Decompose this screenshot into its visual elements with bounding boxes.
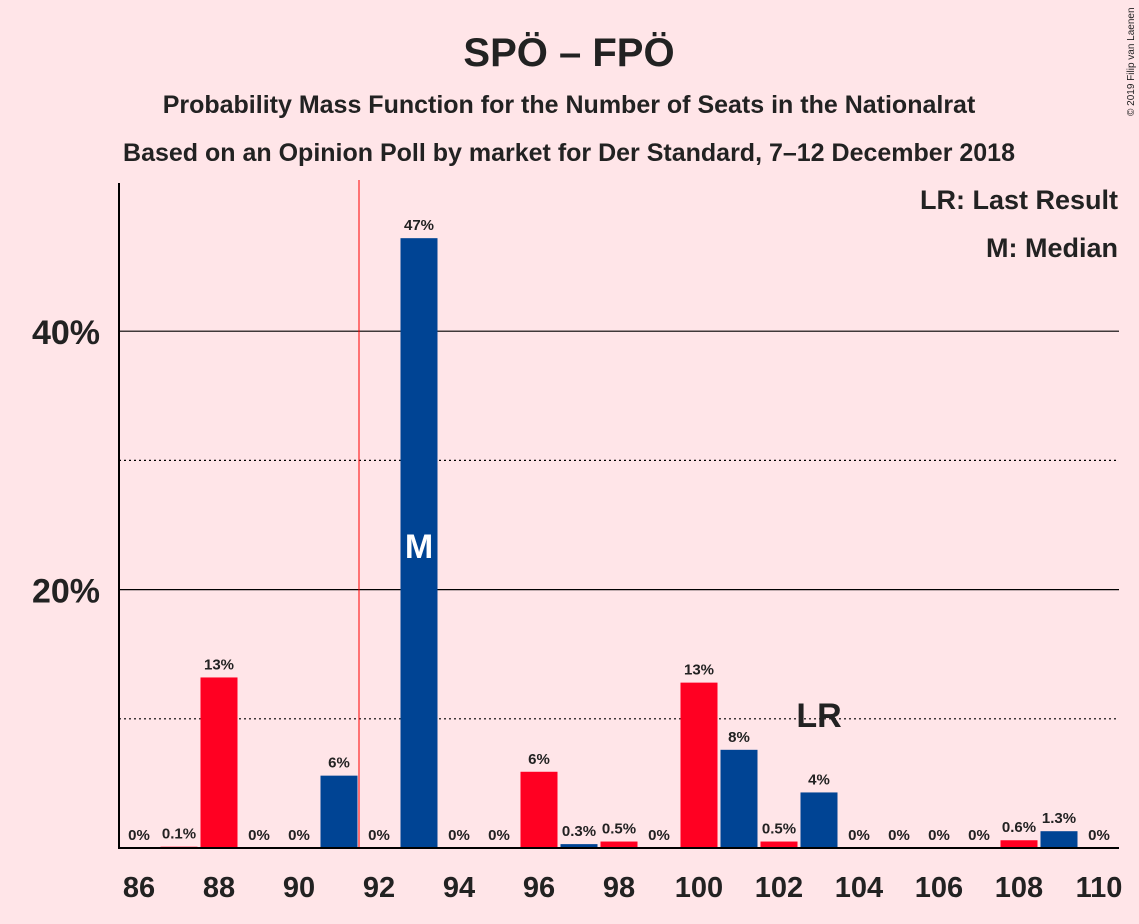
x-tick-label-96: 96	[523, 872, 555, 904]
legend-median: M: Median	[986, 233, 1118, 263]
x-tick-label-104: 104	[835, 872, 883, 904]
bar-label-seat-95: 0%	[488, 827, 510, 844]
bar-seat-97	[560, 844, 598, 848]
bar-seat-102	[760, 841, 798, 848]
x-tick-label-94: 94	[443, 872, 475, 904]
legend-last-result: LR: Last Result	[920, 185, 1118, 215]
bar-label-seat-91: 6%	[328, 755, 350, 772]
bar-label-seat-106: 0%	[928, 827, 950, 844]
bar-label-seat-110: 0%	[1088, 827, 1110, 844]
bar-label-seat-86: 0%	[128, 827, 150, 844]
bar-label-seat-104: 0%	[848, 827, 870, 844]
x-tick-label-110: 110	[1076, 872, 1123, 904]
bar-seat-98	[600, 841, 638, 848]
x-tick-label-108: 108	[995, 872, 1043, 904]
bar-label-seat-102: 0.5%	[762, 821, 796, 838]
chart-subtitle-1: Probability Mass Function for the Number…	[163, 91, 976, 119]
x-tick-label-106: 106	[915, 872, 963, 904]
bar-label-seat-88: 13%	[204, 656, 234, 673]
bar-label-seat-96: 6%	[528, 751, 550, 768]
x-tick-label-98: 98	[603, 872, 635, 904]
last-result-marker: LR	[796, 697, 841, 735]
y-axis-ticks: 20% 40%	[32, 314, 100, 610]
bar-label-seat-103: 4%	[808, 771, 830, 788]
bar-seat-96	[520, 771, 558, 848]
bar-label-seat-100: 13%	[684, 662, 714, 679]
x-tick-label-90: 90	[283, 872, 315, 904]
x-axis-ticks: 86 88 90 92 94 96 98 100 102 104 106 108 110	[123, 872, 1123, 904]
bar-seat-109	[1040, 831, 1078, 848]
bar-label-seat-108: 0.6%	[1002, 819, 1036, 836]
bar-label-seat-98: 0.5%	[602, 821, 636, 838]
bar-labels: 0% 0.1% 13% 0% 0% 6% 0% 47% 0% 0% 6% 0.3% 0.5% 0% 13% 8…	[128, 217, 1110, 844]
bar-label-seat-90: 0%	[288, 827, 310, 844]
x-tick-label-92: 92	[363, 872, 395, 904]
chart-title: SPÖ – FPÖ	[463, 30, 674, 75]
bar-label-seat-105: 0%	[888, 827, 910, 844]
grid-lines	[119, 330, 1119, 720]
bar-seat-91	[320, 775, 358, 848]
bar-label-seat-97: 0.3%	[562, 823, 596, 840]
bar-label-seat-107: 0%	[968, 827, 990, 844]
bar-label-seat-94: 0%	[448, 827, 470, 844]
bar-seat-103	[800, 792, 838, 848]
bar-label-seat-101: 8%	[728, 729, 750, 746]
x-tick-label-100: 100	[675, 872, 723, 904]
bar-label-seat-89: 0%	[248, 827, 270, 844]
x-tick-label-88: 88	[203, 872, 235, 904]
y-tick-label-20: 20%	[32, 573, 100, 611]
x-tick-label-102: 102	[755, 872, 803, 904]
bar-seat-108	[1000, 840, 1038, 848]
bar-seat-88	[200, 677, 238, 848]
bar-label-seat-109: 1.3%	[1042, 810, 1076, 827]
median-marker: M	[405, 528, 433, 566]
bar-seat-101	[720, 749, 758, 848]
y-tick-label-40: 40%	[32, 314, 100, 352]
bar-seat-93	[400, 238, 438, 848]
copyright-text: © 2019 Filip van Laenen	[1126, 7, 1137, 116]
x-tick-label-86: 86	[123, 872, 155, 904]
bar-label-seat-87: 0.1%	[162, 826, 196, 843]
bar-seat-100	[680, 682, 718, 848]
chart-subtitle-2: Based on an Opinion Poll by market for D…	[123, 139, 1015, 167]
bar-label-seat-93: 47%	[404, 217, 434, 234]
bar-label-seat-99: 0%	[648, 827, 670, 844]
bar-label-seat-92: 0%	[368, 827, 390, 844]
